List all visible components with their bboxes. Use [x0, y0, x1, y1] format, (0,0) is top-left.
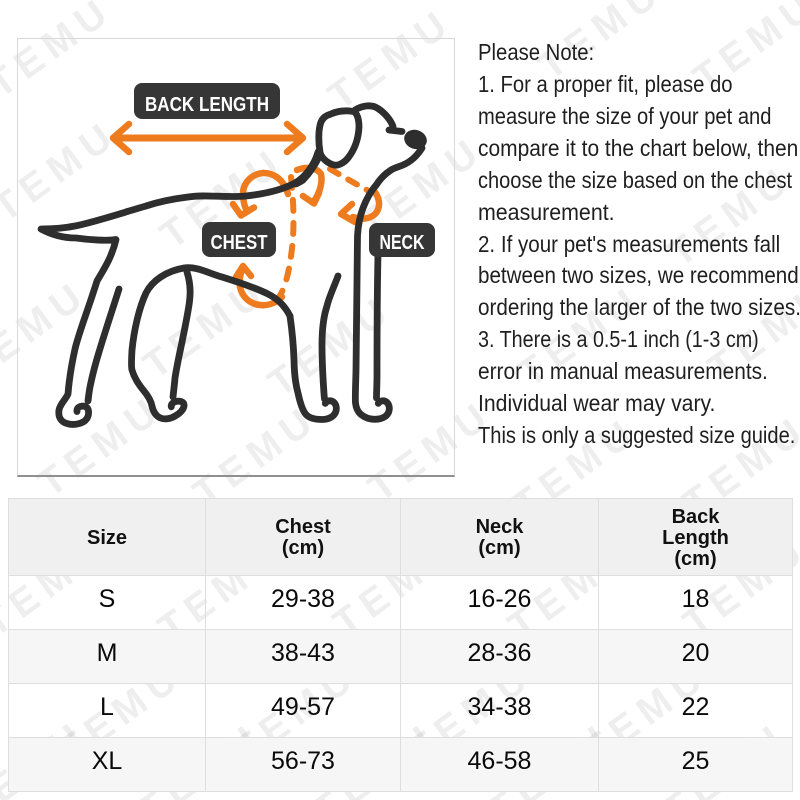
- svg-text:BACK LENGTH: BACK LENGTH: [145, 94, 269, 116]
- svg-text:NECK: NECK: [380, 232, 425, 254]
- svg-text:CHEST: CHEST: [211, 232, 268, 254]
